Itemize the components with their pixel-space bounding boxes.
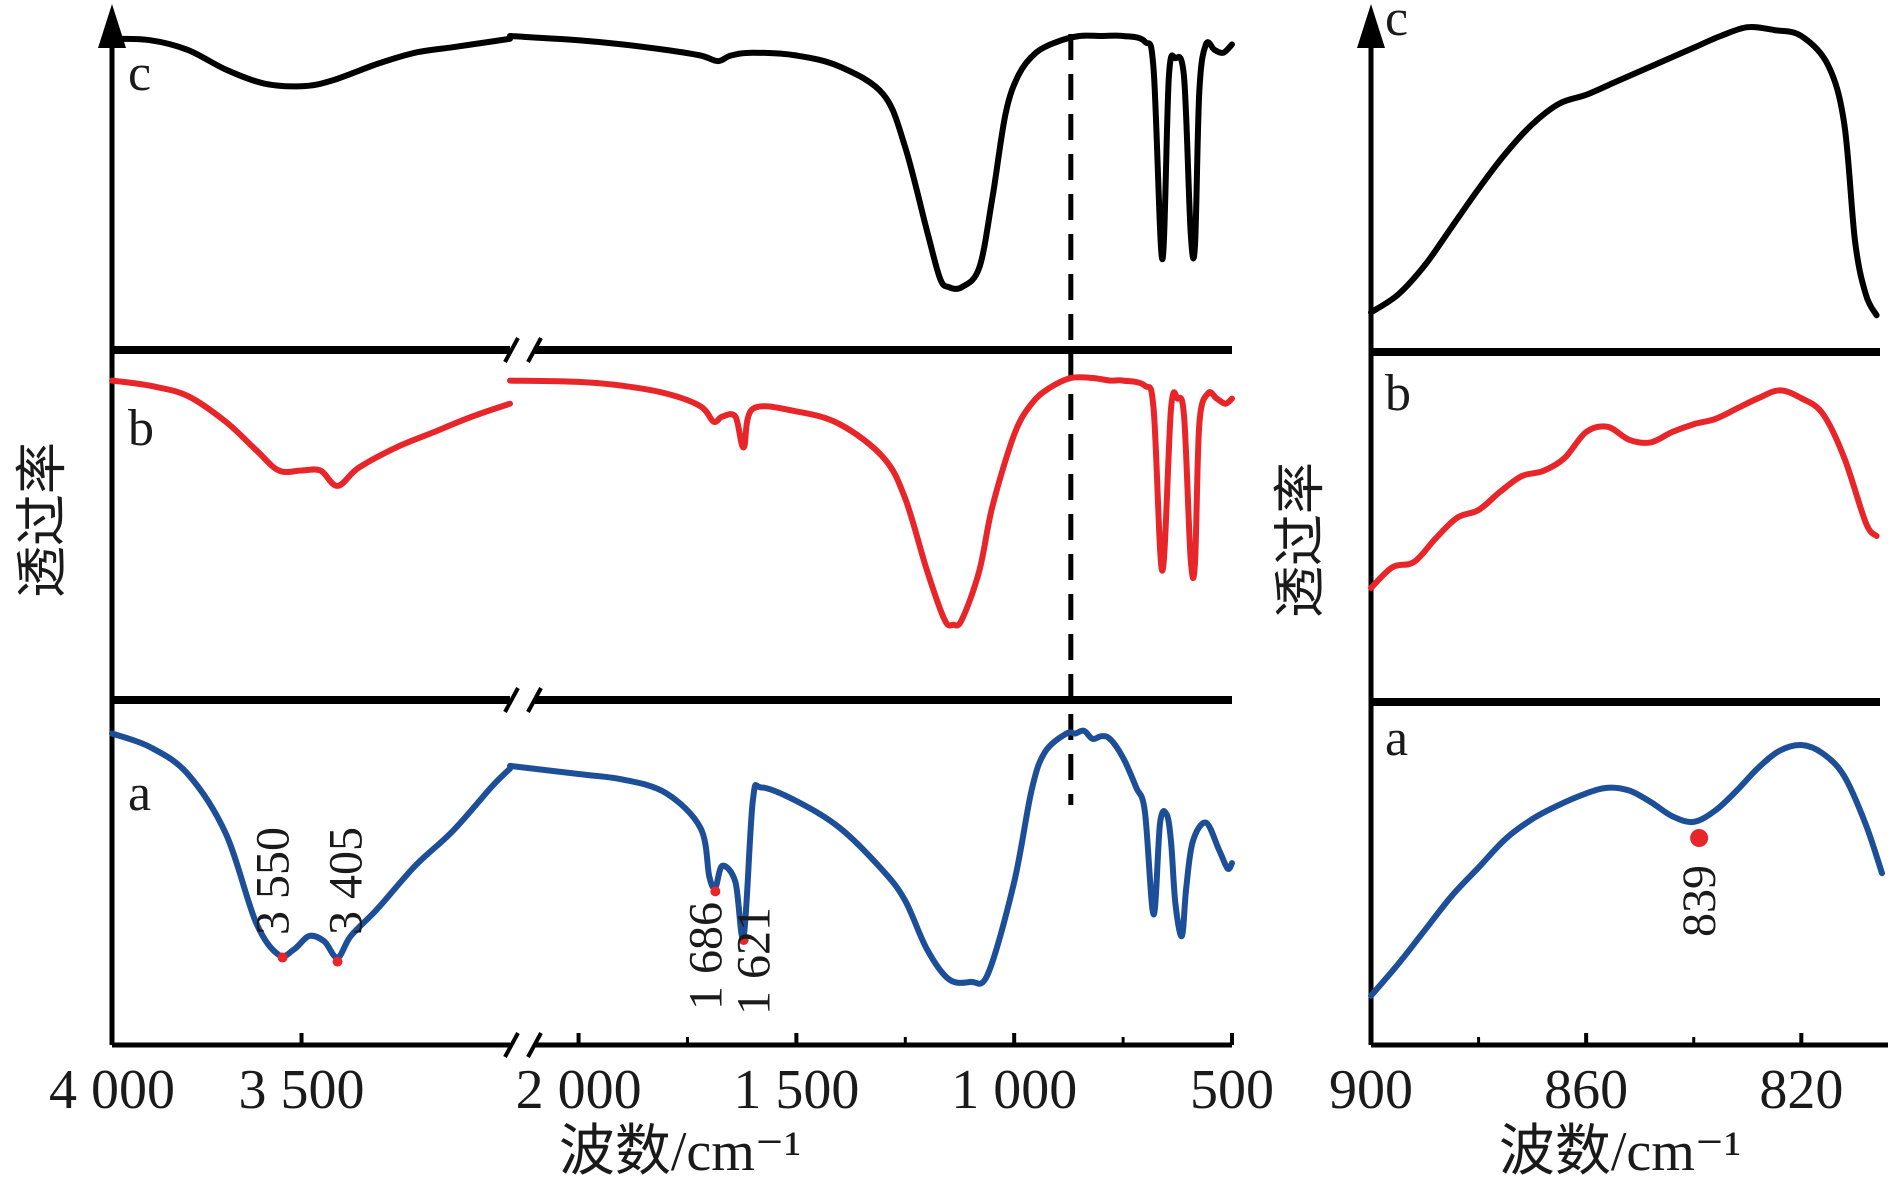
right-peak-label: 839 (1673, 865, 1726, 937)
right-panel-label-b: b (1385, 365, 1411, 422)
left-chart: 4 000 3 500 2 000 1 500 1 000 500 3 550 3 405 1… (15, 4, 1274, 1181)
right-panel-label-a: a (1385, 710, 1408, 767)
right-series-b-line (1368, 387, 1880, 591)
left-peak-label: 1 686 (679, 902, 732, 1010)
right-peak-marker (1690, 829, 1709, 847)
right-series-a-line (1368, 741, 1885, 999)
right-chart: 900 860 820 839 c b a 透过率 波数/cm⁻¹ (1273, 0, 1888, 1181)
left-peak-label: 3 550 (247, 827, 300, 935)
left-peak-marker (332, 956, 343, 967)
right-series-group (1368, 23, 1885, 999)
left-series-c-line-2 (507, 32, 1235, 292)
left-x-tick-label: 2 000 (516, 1059, 642, 1121)
right-panel-label-c: c (1385, 0, 1408, 47)
right-x-axis-title: 波数/cm⁻¹ (1499, 1121, 1741, 1181)
left-series-b-line-1 (109, 377, 513, 489)
right-y-axis-title: 透过率 (1273, 462, 1330, 618)
left-x-tick-label: 1 500 (733, 1059, 859, 1121)
left-series-group (109, 32, 1235, 987)
left-peak-marker (277, 952, 288, 963)
left-peak-label: 3 405 (320, 827, 373, 935)
right-x-tick-label: 900 (1329, 1059, 1413, 1121)
right-x-tick-label: 860 (1544, 1059, 1628, 1121)
left-x-tick-label: 500 (1190, 1059, 1274, 1121)
left-series-a-line-1 (109, 730, 513, 961)
left-panel-label-b: b (128, 400, 154, 457)
left-series-a-line-2 (507, 727, 1235, 987)
left-x-ticks: 4 000 3 500 2 000 1 500 1 000 500 (49, 1033, 1274, 1121)
left-panel-label-a: a (128, 765, 151, 822)
right-annotations: 839 (1673, 829, 1726, 937)
axis-break-marks (503, 337, 543, 1058)
left-x-axis-title: 波数/cm⁻¹ (559, 1121, 801, 1181)
left-x-tick-label: 1 000 (951, 1059, 1077, 1121)
left-peak-marker (710, 886, 721, 897)
left-peak-label: 1 621 (728, 907, 781, 1015)
right-y-axis-arrow-icon (1357, 4, 1385, 48)
left-panel-label-c: c (128, 45, 151, 102)
left-peak-marker (738, 935, 749, 945)
right-x-tick-label: 820 (1759, 1059, 1843, 1121)
left-x-tick-label: 3 500 (239, 1059, 365, 1121)
left-y-axis-title: 透过率 (15, 442, 72, 598)
left-series-c-line-1 (109, 35, 513, 90)
right-series-c-line (1368, 23, 1880, 319)
left-series-b-line-2 (507, 374, 1235, 629)
right-x-ticks: 900 860 820 (1329, 1033, 1843, 1121)
left-x-tick-label: 4 000 (49, 1059, 175, 1121)
